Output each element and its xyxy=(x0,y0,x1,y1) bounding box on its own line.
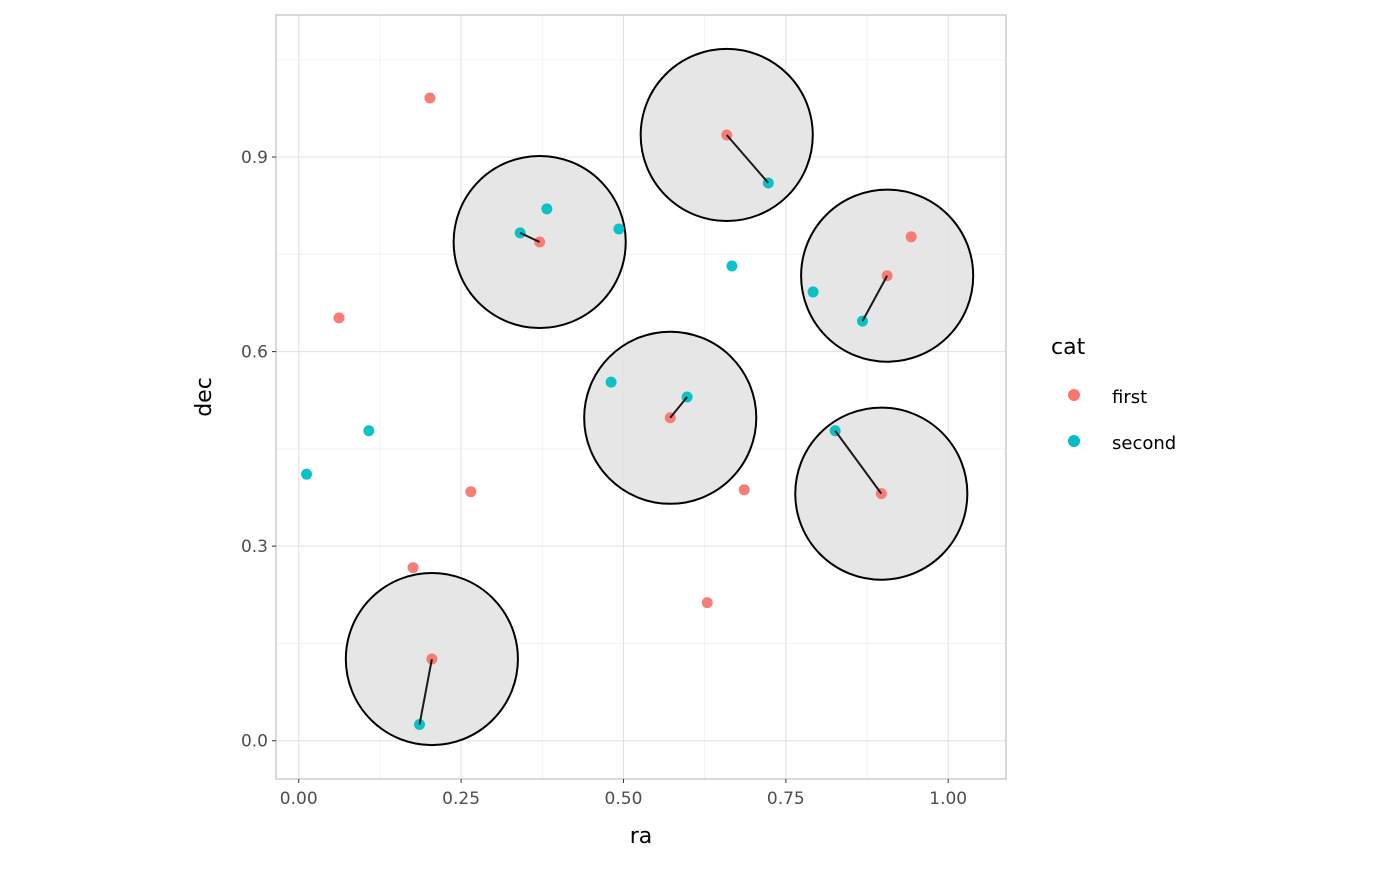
x-tick-label: 0.00 xyxy=(280,789,318,809)
match-segment xyxy=(669,396,688,419)
legend: cat first second xyxy=(1051,335,1176,454)
tick-labels: 0.00 0.25 0.50 0.75 1.00 0.0 0.3 0.6 0.9 xyxy=(241,148,967,809)
point-first xyxy=(701,597,713,609)
point-second xyxy=(726,260,738,272)
x-tick-label: 1.00 xyxy=(929,789,967,809)
y-tick-label: 0.9 xyxy=(241,148,268,168)
point-first xyxy=(333,312,345,324)
point-first xyxy=(407,562,419,574)
legend-label-first: first xyxy=(1112,387,1147,408)
match-segment xyxy=(418,658,433,725)
circles xyxy=(344,47,975,747)
match-segment xyxy=(725,134,770,184)
points xyxy=(301,92,917,731)
x-tick-label: 0.25 xyxy=(442,789,480,809)
point-second xyxy=(301,468,313,480)
y-tick-label: 0.0 xyxy=(241,732,268,752)
panel-border xyxy=(275,14,1007,780)
point-first xyxy=(738,484,750,496)
x-tick-label: 0.75 xyxy=(767,789,805,809)
point-second xyxy=(613,223,625,235)
point-second xyxy=(363,425,375,437)
legend-key-first xyxy=(1068,389,1080,401)
match-segment xyxy=(519,232,541,243)
x-tick-label: 0.50 xyxy=(605,789,643,809)
point-first xyxy=(905,231,917,243)
point-first xyxy=(465,486,477,498)
legend-title: cat xyxy=(1051,335,1086,360)
point-first xyxy=(424,92,436,104)
point-second xyxy=(807,286,819,298)
legend-label-second: second xyxy=(1112,433,1176,454)
match-segment xyxy=(861,275,889,322)
point-second xyxy=(605,376,617,388)
point-second xyxy=(541,203,553,215)
x-axis-label: ra xyxy=(630,824,653,849)
y-tick-label: 0.3 xyxy=(241,537,268,557)
match-segment xyxy=(834,430,883,495)
legend-key-second xyxy=(1068,435,1080,447)
y-axis-label: dec xyxy=(192,377,217,417)
y-tick-label: 0.6 xyxy=(241,343,268,363)
